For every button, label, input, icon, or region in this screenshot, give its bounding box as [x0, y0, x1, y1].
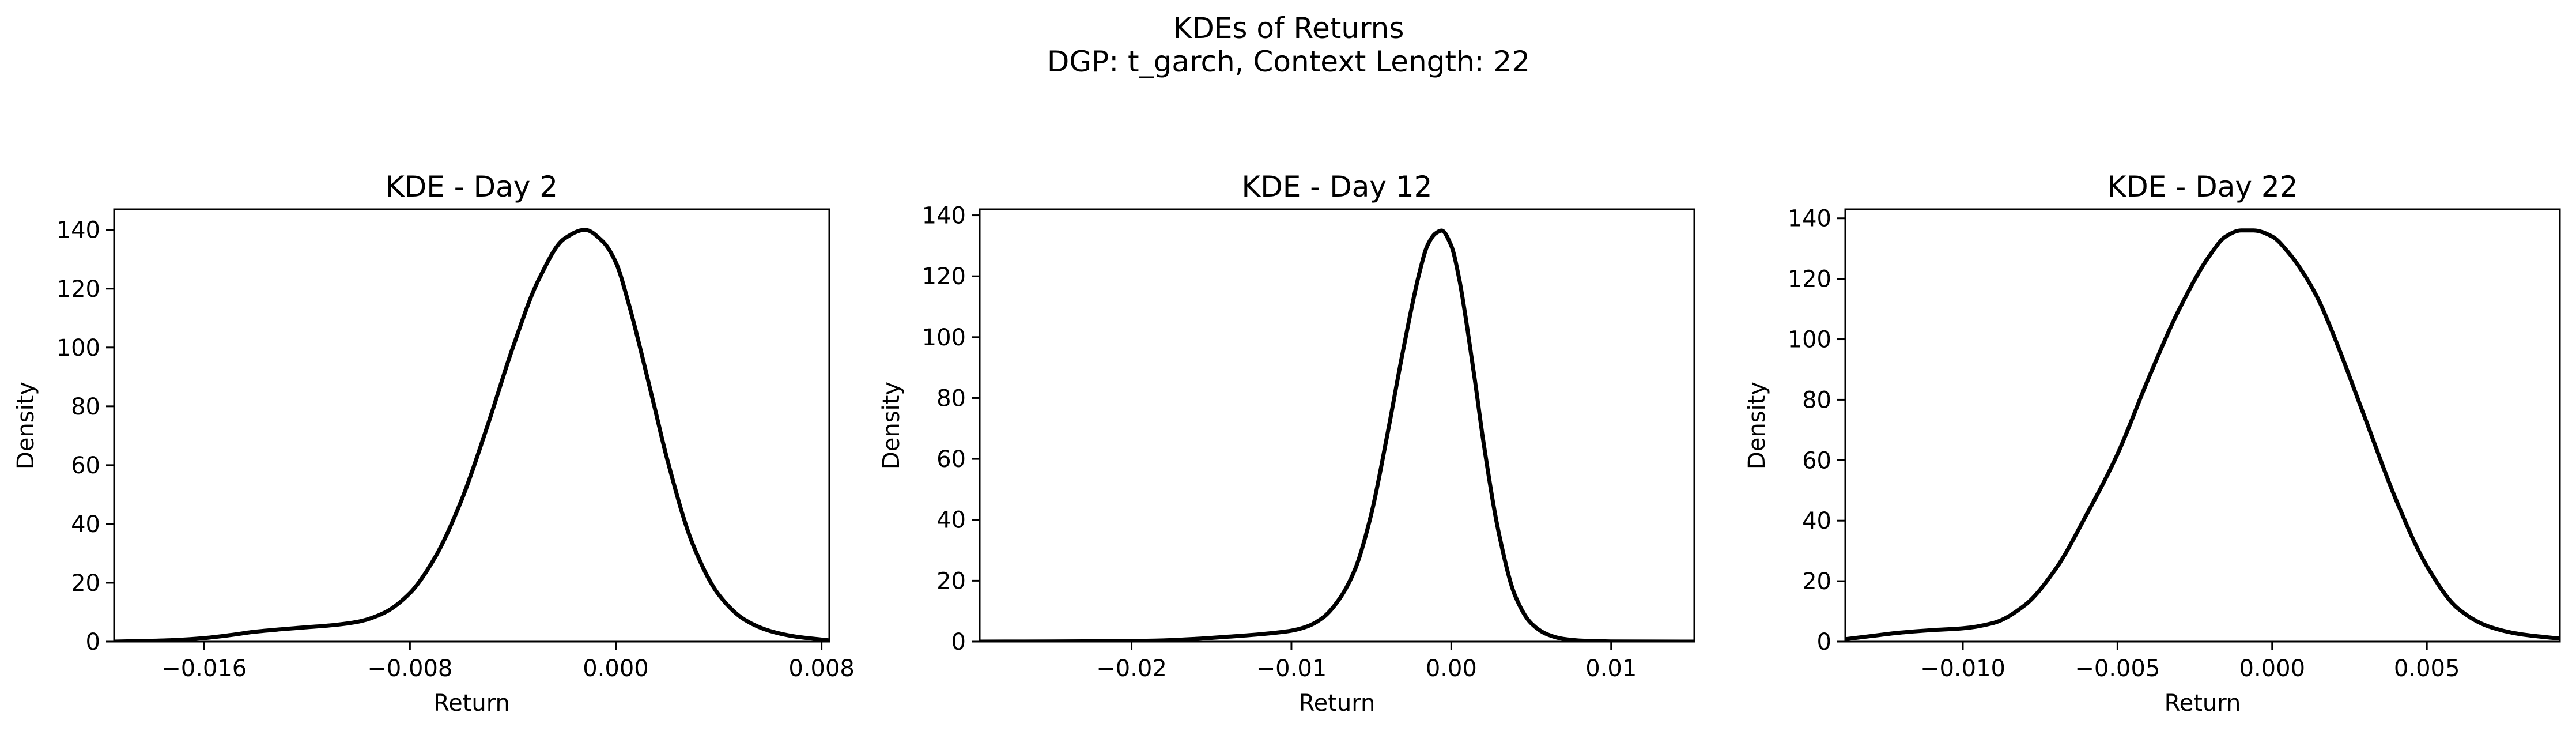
x-tick-label: −0.02	[1096, 655, 1167, 682]
figure-title-line1: KDEs of Returns	[1173, 12, 1404, 45]
panel-title: KDE - Day 22	[2107, 170, 2298, 203]
x-tick-label: −0.01	[1256, 655, 1327, 682]
panel-title: KDE - Day 2	[386, 170, 558, 203]
y-tick-label: 80	[936, 385, 966, 412]
x-tick-label: 0.00	[1426, 655, 1477, 682]
y-axis-label: Density	[1744, 382, 1770, 469]
y-tick-label: 120	[56, 276, 100, 303]
y-tick-label: 20	[936, 568, 966, 594]
y-axis-label: Density	[878, 382, 905, 469]
kde-panel-day-12: KDE - Day 12 Return Density −0.02 −0.01 0.…	[878, 170, 1695, 717]
x-tick-label: 0.000	[2239, 655, 2306, 682]
y-tick-label: 0	[86, 629, 100, 655]
y-tick-label: 100	[1788, 327, 1831, 353]
x-axis-label: Return	[2165, 690, 2241, 717]
y-tick-label: 80	[1802, 387, 1831, 413]
y-axis-label: Density	[13, 382, 39, 469]
x-tick-label: −0.010	[1920, 655, 2005, 682]
y-tick-label: 40	[936, 507, 966, 534]
x-tick-label: 0.008	[788, 655, 855, 682]
y-tick-label: 60	[936, 446, 966, 473]
y-tick-label: 40	[71, 511, 100, 538]
y-tick-label: 120	[922, 263, 966, 290]
kde-density-line	[1845, 228, 2560, 642]
x-tick-label: −0.005	[2075, 655, 2160, 682]
x-tick-label: 0.005	[2394, 655, 2460, 682]
kde-density-line	[114, 228, 829, 642]
y-tick-label: 20	[1802, 568, 1831, 595]
x-tick-label: −0.008	[367, 655, 452, 682]
y-tick-label: 80	[71, 394, 100, 420]
y-tick-label: 120	[1788, 266, 1831, 293]
x-axis-label: Return	[433, 690, 510, 717]
axes-frame	[979, 208, 1695, 643]
x-axis-label: Return	[1299, 690, 1376, 717]
kde-panel-day-2: KDE - Day 2 Return Density −0.016 −0.008 0…	[13, 170, 855, 717]
x-tick-label: 0.01	[1585, 655, 1637, 682]
y-tick-label: 140	[922, 203, 966, 229]
y-tick-label: 20	[71, 570, 100, 597]
x-tick-label: −0.016	[161, 655, 247, 682]
kde-density-line	[980, 228, 1694, 642]
y-tick-label: 60	[71, 453, 100, 479]
figure-title-line2: DGP: t_garch, Context Length: 22	[1047, 45, 1530, 78]
y-tick-label: 100	[56, 335, 100, 361]
y-tick-label: 0	[1817, 629, 1831, 655]
y-tick-label: 140	[56, 217, 100, 244]
y-tick-label: 140	[1788, 206, 1831, 232]
x-tick-label: 0.000	[583, 655, 649, 682]
kde-panel-day-22: KDE - Day 22 Return Density −0.010 −0.005…	[1744, 170, 2561, 717]
axes-frame	[1844, 208, 2561, 643]
y-tick-label: 100	[922, 325, 966, 351]
y-tick-label: 60	[1802, 447, 1831, 474]
y-tick-label: 40	[1802, 508, 1831, 534]
y-tick-label: 0	[951, 629, 966, 655]
panel-title: KDE - Day 12	[1242, 170, 1433, 203]
axes-frame	[113, 208, 830, 643]
